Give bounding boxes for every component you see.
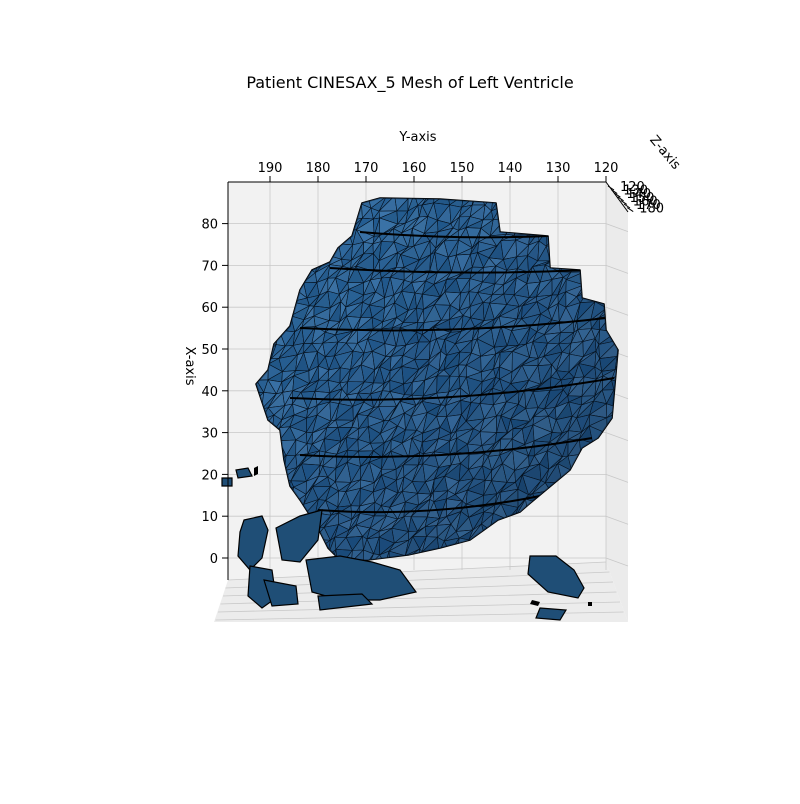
mesh-facet xyxy=(367,553,381,560)
right-pane xyxy=(606,182,628,622)
mesh-contour xyxy=(299,437,593,458)
chart-title: Patient CINESAX_5 Mesh of Left Ventricle xyxy=(246,73,573,93)
z-tick-label: 130 xyxy=(623,184,648,199)
mesh-contour xyxy=(329,267,586,274)
mesh-fragment xyxy=(317,593,374,611)
grid-line xyxy=(605,432,629,441)
y-tick-label: 140 xyxy=(498,161,523,176)
z-tick-label: 150 xyxy=(630,191,655,206)
z-tick-mark xyxy=(617,196,624,202)
z-tick-mark xyxy=(610,189,618,195)
y-tick-label: 180 xyxy=(306,161,331,176)
grid-line xyxy=(605,557,629,567)
mesh-facet xyxy=(362,549,375,560)
grid-line xyxy=(605,474,629,483)
mesh-contour xyxy=(317,495,541,514)
x-tick-label: 0 xyxy=(210,552,218,567)
mesh-fragment xyxy=(275,509,323,563)
mesh-fragment xyxy=(305,555,418,601)
mesh-fragment xyxy=(254,466,258,476)
z-tick-mark xyxy=(623,203,631,209)
mesh-fragment xyxy=(530,600,540,606)
mesh-facet xyxy=(614,354,618,370)
x-tick-label: 40 xyxy=(201,385,218,400)
z-tick-mark xyxy=(614,192,621,198)
x-tick-label: 50 xyxy=(201,343,218,358)
x-tick-label: 20 xyxy=(201,468,218,483)
z-tick-mark xyxy=(607,185,615,191)
mesh-fragments xyxy=(221,466,592,621)
grid-line xyxy=(217,601,621,613)
y-axis-title: Y-axis xyxy=(398,130,436,145)
mesh-contour xyxy=(359,231,549,239)
mesh-fragment xyxy=(527,555,585,599)
x-tick-label: 30 xyxy=(201,427,218,442)
y-tick-label: 190 xyxy=(258,161,283,176)
x-tick-label: 60 xyxy=(201,301,218,316)
z-tick-label: 170 xyxy=(636,198,661,213)
mesh-fragment xyxy=(535,607,568,621)
mesh-fragment xyxy=(221,477,233,487)
x-tick-label: 70 xyxy=(201,259,218,274)
z-tick-mark xyxy=(626,207,634,213)
grid-line xyxy=(605,306,629,316)
x-tick-label: 10 xyxy=(201,510,218,525)
y-tick-label: 120 xyxy=(594,161,619,176)
z-tick-label: 180 xyxy=(639,202,664,217)
mesh-contour xyxy=(289,377,615,401)
y-tick-label: 130 xyxy=(546,161,571,176)
x-axis-title: X-axis xyxy=(182,347,197,386)
mesh-fragment xyxy=(588,602,592,606)
z-tick-mark xyxy=(620,199,628,205)
z-axis-title: Z-axis xyxy=(646,133,683,173)
grid-line xyxy=(605,265,629,274)
y-tick-label: 150 xyxy=(450,161,475,176)
y-tick-label: 160 xyxy=(402,161,427,176)
z-tick-label: 120 xyxy=(620,180,645,195)
ticks: 190 180 170 160 150 140 130 1200102030405060708… xyxy=(201,161,664,567)
mesh-fragment xyxy=(263,579,299,607)
grid-line xyxy=(605,223,629,232)
z-tick-label: 160 xyxy=(633,194,658,209)
x-tick-label: 80 xyxy=(201,218,218,233)
mesh-contour xyxy=(299,317,607,332)
mesh-fragment xyxy=(237,515,269,571)
y-tick-label: 170 xyxy=(354,161,379,176)
z-tick-label: 140 xyxy=(626,187,651,202)
mesh-fragment xyxy=(235,467,253,479)
grid-line xyxy=(605,515,629,525)
